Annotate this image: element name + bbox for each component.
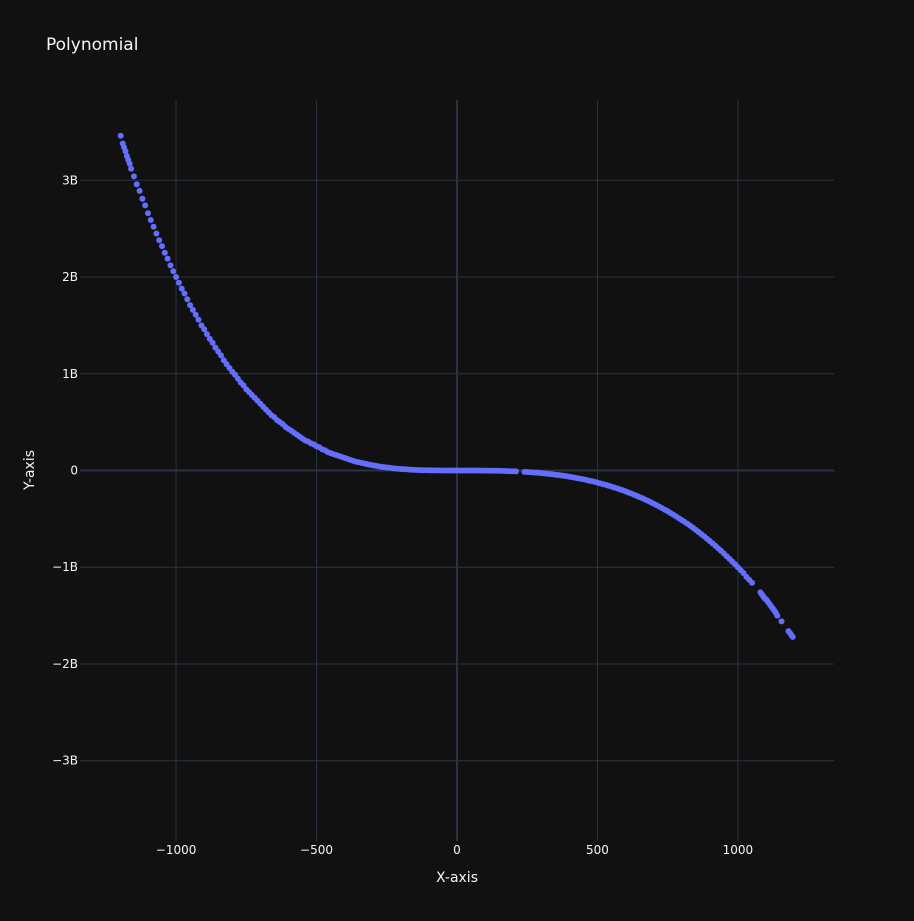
data-point	[513, 468, 519, 475]
data-point	[167, 262, 174, 269]
data-point	[130, 173, 137, 180]
data-point	[173, 274, 180, 280]
data-point	[209, 339, 216, 346]
y-tick-label: 2B	[62, 270, 78, 284]
data-point	[117, 132, 124, 139]
data-point	[122, 148, 129, 155]
data-point	[159, 243, 165, 250]
data-point	[789, 633, 796, 640]
data-point	[126, 160, 133, 167]
data-point	[192, 311, 199, 318]
data-point	[201, 326, 208, 333]
chart-title: Polynomial	[46, 35, 138, 55]
data-point	[156, 237, 163, 244]
y-tick-label: 0	[70, 464, 78, 478]
data-point	[187, 302, 194, 309]
y-tick-labels: 3B 2B 1B 0 −1B −2B −3B	[52, 173, 78, 767]
x-tick-label: 500	[586, 843, 609, 857]
y-tick-label: 3B	[62, 173, 78, 187]
y-tick-label: −1B	[52, 560, 78, 574]
y-tick-label: −3B	[52, 754, 78, 768]
data-point	[133, 181, 140, 188]
y-tick-label: 1B	[62, 367, 78, 381]
data-point	[128, 165, 135, 172]
data-point	[178, 285, 185, 292]
x-tick-labels: −1000 −500 0 500 1000	[156, 843, 753, 857]
data-point	[181, 290, 188, 297]
x-tick-label: 1000	[723, 843, 754, 857]
x-tick-label: −500	[300, 843, 333, 857]
data-point	[204, 331, 210, 338]
x-tick-label: 0	[453, 843, 461, 857]
data-point	[164, 255, 171, 262]
data-point	[142, 202, 149, 209]
data-point	[145, 210, 151, 217]
data-point	[218, 352, 224, 359]
data-point	[195, 316, 202, 323]
data-point	[189, 306, 196, 313]
data-point	[184, 296, 191, 303]
data-point	[153, 230, 160, 237]
y-axis-title: Y-axis	[22, 450, 38, 491]
data-point	[147, 217, 154, 223]
data-point	[778, 618, 785, 625]
y-tick-label: −2B	[52, 657, 78, 671]
data-point	[139, 195, 146, 202]
x-axis-title: X-axis	[436, 870, 478, 886]
data-point	[175, 279, 182, 286]
data-point	[774, 612, 781, 619]
data-point	[136, 187, 143, 194]
data-point	[150, 223, 157, 230]
data-point	[161, 249, 168, 256]
x-tick-label: −1000	[156, 843, 197, 857]
data-points	[117, 132, 796, 640]
data-point	[749, 579, 755, 586]
data-point	[170, 268, 177, 275]
